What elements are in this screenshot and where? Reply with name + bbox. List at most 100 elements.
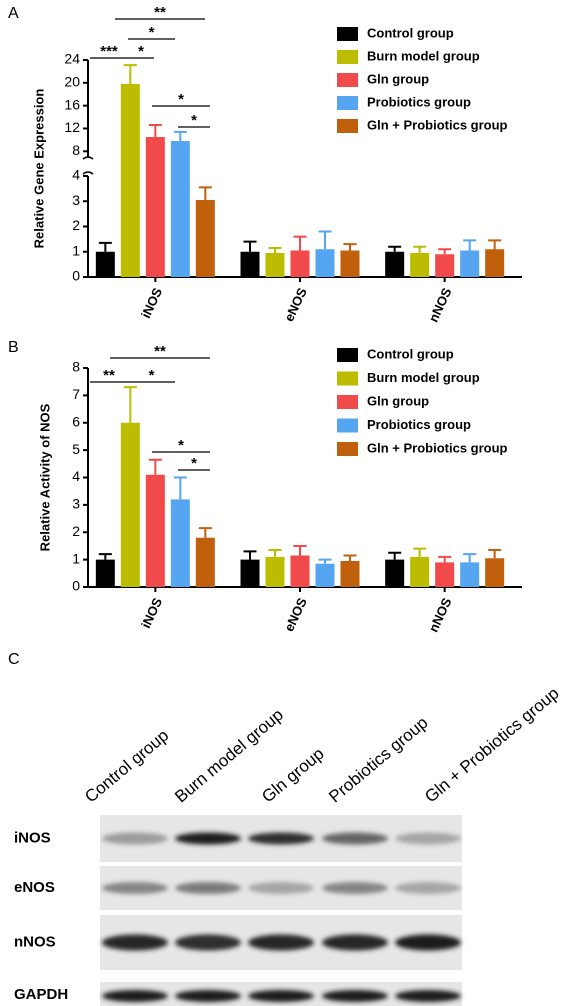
error-bar <box>388 551 402 560</box>
significance-mark: * <box>149 367 155 384</box>
blot-band <box>322 990 388 1002</box>
y-tick-label: 6 <box>72 413 80 429</box>
axis-break <box>82 156 94 175</box>
error-bar <box>198 186 212 200</box>
bar <box>290 250 310 277</box>
error-bar <box>243 550 257 560</box>
blot-band <box>395 990 461 1002</box>
y-tick-label: 3 <box>72 496 80 512</box>
blot-band <box>102 990 168 1002</box>
bar <box>95 251 115 277</box>
legend-label: Probiotics group <box>367 417 471 432</box>
bar <box>385 559 405 587</box>
blot-band <box>102 882 168 894</box>
blot-band <box>175 934 241 951</box>
bar <box>265 556 285 587</box>
legend-swatch <box>337 73 358 87</box>
bar <box>410 253 430 277</box>
y-tick-label: 1 <box>72 550 80 566</box>
error-bar <box>463 239 477 251</box>
bar <box>435 254 455 277</box>
blot-band <box>248 990 314 1002</box>
y-axis-label: Relative Activity of NOS <box>37 403 52 551</box>
significance-mark: * <box>138 43 144 60</box>
row-label: eNOS <box>14 879 55 896</box>
error-bar <box>123 64 137 84</box>
error-bar <box>343 554 357 561</box>
blot-band <box>175 832 241 845</box>
error-bar <box>318 230 332 250</box>
y-tick-label: 12 <box>64 119 80 135</box>
error-bar <box>98 241 112 252</box>
y-tick-label: 1 <box>72 242 80 258</box>
blot-band <box>102 832 168 845</box>
row-label: nNOS <box>14 933 56 950</box>
significance-mark: ** <box>154 4 166 21</box>
bar <box>485 558 505 587</box>
legend-swatch <box>337 395 358 409</box>
significance-mark: ** <box>103 367 115 384</box>
bar <box>170 499 190 587</box>
legend-label: Burn model group <box>367 48 480 63</box>
error-bar <box>148 124 162 138</box>
y-tick-label: 20 <box>64 74 80 90</box>
blot-band <box>322 832 388 845</box>
bar <box>95 559 115 587</box>
bar <box>240 559 260 587</box>
blot-band <box>175 882 241 894</box>
x-tick-label: nNOS <box>426 285 455 324</box>
y-tick-label: 8 <box>72 142 80 158</box>
x-tick-label: eNOS <box>281 595 310 634</box>
lane-label: Gln + Probiotics group <box>421 684 562 807</box>
blot-band <box>395 832 461 845</box>
blot-band <box>248 934 314 951</box>
significance-mark: * <box>178 437 184 454</box>
bar <box>485 249 505 277</box>
blot-band <box>395 882 461 894</box>
blot-band <box>395 934 461 951</box>
y-tick-label: 3 <box>72 192 80 208</box>
error-bar <box>293 544 307 556</box>
y-tick-label: 4 <box>72 468 80 484</box>
bar <box>145 137 165 277</box>
error-bar <box>243 240 257 252</box>
bar <box>290 555 310 587</box>
bar <box>265 253 285 277</box>
significance-mark: ** <box>154 343 166 360</box>
legend-swatch <box>337 96 358 110</box>
bar <box>315 249 335 277</box>
legend-label: Gln + Probiotics group <box>367 440 508 455</box>
error-bar <box>268 246 282 254</box>
bar <box>120 422 140 587</box>
blot-band <box>102 934 168 951</box>
error-bar <box>148 458 162 475</box>
bar <box>240 251 260 277</box>
legend-label: Gln + Probiotics group <box>367 117 508 132</box>
legend-label: Control group <box>367 346 454 361</box>
blot-band <box>322 934 388 951</box>
error-bar <box>463 553 477 563</box>
blot-band <box>175 990 241 1002</box>
error-bar <box>343 243 357 251</box>
x-tick-label: iNOS <box>138 595 165 630</box>
bar <box>315 563 335 587</box>
error-bar <box>413 245 427 254</box>
bar <box>340 560 360 587</box>
y-axis-label: Relative Gene Expression <box>31 89 46 249</box>
bar <box>460 250 480 277</box>
bar <box>195 537 215 587</box>
x-tick-label: nNOS <box>426 595 455 634</box>
legend-label: Gln group <box>367 71 429 86</box>
error-bar <box>413 547 427 557</box>
significance-mark: * <box>191 112 197 129</box>
legend-swatch <box>337 442 358 456</box>
error-bar <box>173 476 187 500</box>
error-bar <box>438 555 452 563</box>
bar <box>195 199 215 277</box>
bar <box>145 474 165 587</box>
error-bar <box>438 248 452 255</box>
legend-swatch <box>337 418 358 433</box>
lane-label: Control group <box>81 726 172 807</box>
legend-swatch <box>337 50 358 64</box>
